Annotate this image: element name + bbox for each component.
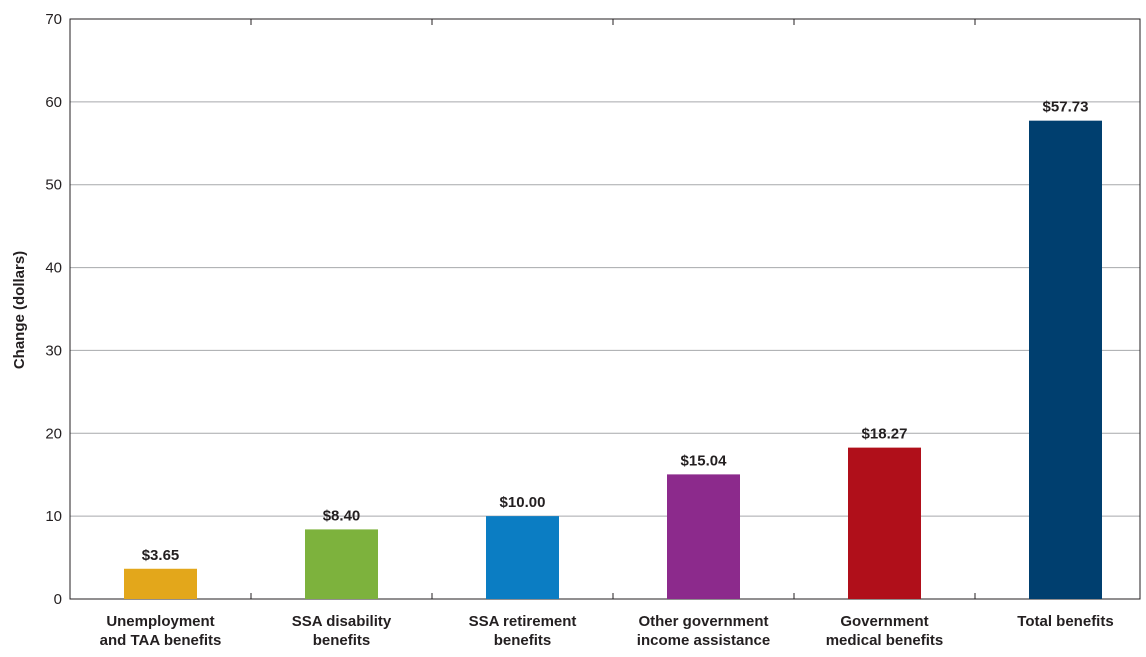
y-tick-label: 10: [45, 508, 62, 525]
x-tick-label: SSA disability benefits: [292, 613, 392, 649]
x-tick-label-line: SSA retirement: [469, 613, 577, 630]
x-tick-label: SSA retirement benefits: [469, 613, 577, 649]
y-tick-label: 40: [45, 260, 62, 277]
value-label: $15.04: [681, 452, 728, 469]
bar: [848, 447, 921, 599]
value-label: $3.65: [142, 547, 180, 564]
bar: [305, 529, 378, 599]
x-tick-label-line: benefits: [494, 632, 552, 649]
y-tick-label: 50: [45, 177, 62, 194]
y-tick-label: 20: [45, 425, 62, 442]
bar: [486, 516, 559, 599]
x-tick-label-line: SSA disability: [292, 613, 392, 630]
bar: [1029, 120, 1102, 599]
x-tick-label-line: and TAA benefits: [100, 632, 222, 649]
y-tick-label: 30: [45, 342, 62, 359]
value-label: $10.00: [500, 494, 546, 511]
x-tick-label-line: benefits: [313, 632, 371, 649]
bar: [667, 474, 740, 599]
value-label: $57.73: [1043, 99, 1089, 116]
x-tick-label: Government medical benefits: [826, 613, 944, 649]
x-tick-label: Unemployment and TAA benefits: [100, 613, 222, 649]
x-tick-label-line: Unemployment: [106, 613, 214, 630]
y-tick-label: 60: [45, 94, 62, 111]
y-axis-title: Change (dollars): [11, 251, 28, 369]
bar: [124, 568, 197, 599]
plot-frame: [69, 18, 1141, 600]
value-label: $8.40: [323, 507, 361, 524]
x-tick-label: Other government income assistance: [637, 613, 770, 649]
x-tick-label-line: income assistance: [637, 632, 770, 649]
x-tick-label-line: Government: [840, 613, 928, 630]
x-tick-label-line: Total benefits: [1017, 613, 1113, 630]
y-tick-label: 70: [45, 11, 62, 28]
value-label: $18.27: [862, 426, 908, 443]
x-tick-label: Total benefits: [1017, 613, 1113, 630]
x-tick-label-line: medical benefits: [826, 632, 944, 649]
y-tick-label: 0: [54, 591, 62, 608]
x-tick-label-line: Other government: [638, 613, 768, 630]
